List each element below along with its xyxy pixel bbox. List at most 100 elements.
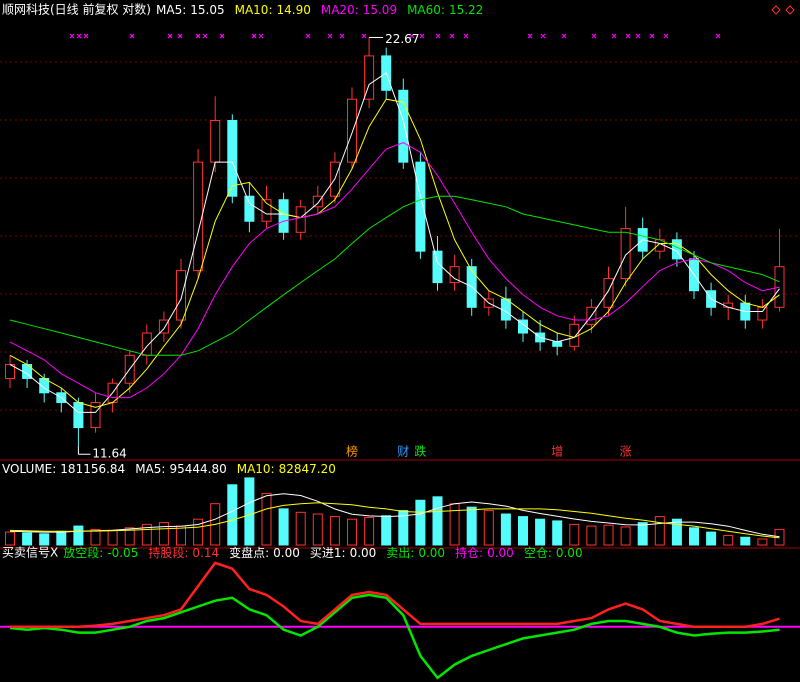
legend-name: MA5: <box>156 3 186 17</box>
legend-value: 181156.84 <box>60 462 125 476</box>
volume-bar <box>740 536 751 546</box>
legend-name: MA10: <box>235 3 273 17</box>
corner-icons <box>771 5 795 15</box>
candle-body <box>398 89 409 163</box>
signal-markers <box>69 33 721 39</box>
legend-item: 空仓: 0.00 <box>524 546 583 560</box>
volume-bar <box>244 477 255 546</box>
volume-bar <box>432 496 443 546</box>
volume-bar <box>39 533 50 546</box>
candle-body <box>141 332 152 356</box>
event-label: 财 <box>397 445 409 459</box>
legend-item: MA5: 95444.80 <box>135 462 227 476</box>
volume-bar <box>176 525 186 546</box>
legend-value: 95444.80 <box>169 462 226 476</box>
volume-bar <box>466 506 477 546</box>
legend-item: MA5: 15.05 <box>156 3 225 17</box>
candle-body <box>347 98 357 163</box>
event-label: 增 <box>551 445 563 459</box>
volume-bar <box>654 516 665 546</box>
legend-value: 0.14 <box>192 546 219 560</box>
volume-bar <box>90 529 101 546</box>
legend-value: 0.00 <box>273 546 300 560</box>
volume-bar <box>518 516 528 546</box>
high-label: 22.67 <box>385 32 419 46</box>
candle-body <box>5 363 15 379</box>
volume-bar <box>278 508 289 546</box>
volume-bar <box>141 523 152 546</box>
event-label: 榜 <box>346 444 358 459</box>
candle-body <box>90 402 101 429</box>
volume-bar <box>569 523 580 546</box>
candle-body <box>261 199 272 222</box>
series-line <box>9 493 780 538</box>
volume-bar <box>706 531 717 546</box>
series-line <box>9 195 780 356</box>
candle-body <box>415 161 426 252</box>
series-line <box>9 72 780 413</box>
legend-value: 0.00 <box>350 546 377 560</box>
volume-bar <box>124 527 135 546</box>
volume-bar <box>500 513 511 546</box>
legend-item: 卖出: 0.00 <box>386 546 445 560</box>
legend-name: 变盘点: <box>229 545 269 560</box>
volume-bar <box>312 513 323 546</box>
legend-name: 买进1: <box>310 546 346 560</box>
candle-body <box>227 120 238 197</box>
event-label: 跌 <box>414 444 426 459</box>
candle-body <box>552 341 563 347</box>
low-label: 11.64 <box>92 447 126 461</box>
legend-name: 空仓: <box>524 546 552 560</box>
volume-bar <box>449 503 460 546</box>
legend-item: 放空段: -0.05 <box>63 545 138 560</box>
volume-bar <box>158 522 169 546</box>
legend-name: MA10: <box>237 462 275 476</box>
legend-name: VOLUME: <box>2 462 56 476</box>
candle-body <box>295 206 306 233</box>
event-label: 涨 <box>620 444 632 459</box>
volume-bar <box>347 518 357 546</box>
volume-bar <box>620 526 631 546</box>
volume-bar <box>56 530 67 546</box>
candle-body <box>723 302 734 308</box>
legend-value: 0.00 <box>487 546 514 560</box>
legend-value: 15.09 <box>363 3 397 17</box>
candle-body <box>774 266 785 308</box>
legend-name: 持股段: <box>148 545 188 560</box>
candle-body <box>193 161 204 272</box>
volume-bar <box>22 532 33 546</box>
legend-name: MA60: <box>407 3 445 17</box>
volume-bar <box>398 510 409 546</box>
volume-bar <box>689 527 699 546</box>
candle-body <box>432 250 443 284</box>
series-line <box>9 593 780 680</box>
legend-value: 14.90 <box>276 3 310 17</box>
legend-item: MA10: 82847.20 <box>237 462 336 476</box>
volume-bar <box>535 518 546 546</box>
legend-item: 买进1: 0.00 <box>310 546 376 560</box>
legend-name: 卖出: <box>386 546 414 560</box>
volume-bar <box>415 499 426 546</box>
volume-bar <box>381 515 392 546</box>
candle-body <box>158 319 169 334</box>
volume-bar <box>603 524 614 546</box>
volume-bar <box>364 516 375 546</box>
volume-bar <box>671 518 682 546</box>
legend-item: VOLUME: 181156.84 <box>2 462 125 476</box>
volume-bar <box>757 538 768 546</box>
volume-bar <box>295 511 306 546</box>
volume-bar <box>5 531 15 546</box>
legend-item: 持仓: 0.00 <box>455 545 514 560</box>
series-line <box>9 142 780 399</box>
candle-body <box>73 402 84 429</box>
legend-value: 0.00 <box>556 546 583 560</box>
panel-title: 买卖信号X <box>2 546 58 560</box>
volume-bar <box>227 484 238 546</box>
legend-value: 0.00 <box>418 546 445 560</box>
series-line <box>9 98 780 408</box>
candle-body <box>620 228 631 280</box>
volume-bar <box>637 522 648 546</box>
candle-body <box>312 195 323 208</box>
legend-name: 持仓: <box>455 545 483 560</box>
